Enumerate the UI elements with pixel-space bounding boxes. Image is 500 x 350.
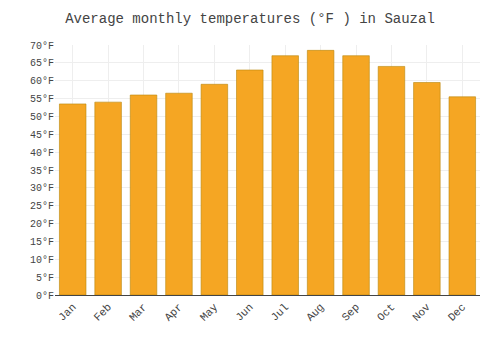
svg-text:Sep: Sep <box>340 301 362 323</box>
svg-text:10°F: 10°F <box>30 255 54 266</box>
svg-text:Apr: Apr <box>162 301 184 323</box>
svg-text:35°F: 35°F <box>30 166 54 177</box>
svg-text:Mar: Mar <box>127 301 149 323</box>
svg-text:45°F: 45°F <box>30 130 54 141</box>
svg-text:40°F: 40°F <box>30 148 54 159</box>
svg-text:Oct: Oct <box>375 301 397 323</box>
svg-text:65°F: 65°F <box>30 58 54 69</box>
svg-text:50°F: 50°F <box>30 112 54 123</box>
svg-text:20°F: 20°F <box>30 219 54 230</box>
svg-text:5°F: 5°F <box>36 273 54 284</box>
svg-text:Nov: Nov <box>410 301 433 324</box>
svg-text:55°F: 55°F <box>30 94 54 105</box>
svg-text:15°F: 15°F <box>30 237 54 248</box>
svg-text:Jun: Jun <box>233 301 255 323</box>
svg-text:0°F: 0°F <box>36 291 54 302</box>
svg-text:60°F: 60°F <box>30 76 54 87</box>
svg-text:70°F: 70°F <box>30 41 54 52</box>
svg-text:May: May <box>198 301 221 324</box>
svg-text:Jul: Jul <box>269 301 291 323</box>
svg-text:Feb: Feb <box>92 301 114 323</box>
svg-text:Jan: Jan <box>56 301 78 323</box>
svg-text:Dec: Dec <box>446 301 468 323</box>
svg-text:Aug: Aug <box>304 301 326 323</box>
svg-text:Average monthly temperatures (: Average monthly temperatures (°F ) in Sa… <box>65 11 435 27</box>
svg-text:30°F: 30°F <box>30 183 54 194</box>
svg-text:25°F: 25°F <box>30 201 54 212</box>
